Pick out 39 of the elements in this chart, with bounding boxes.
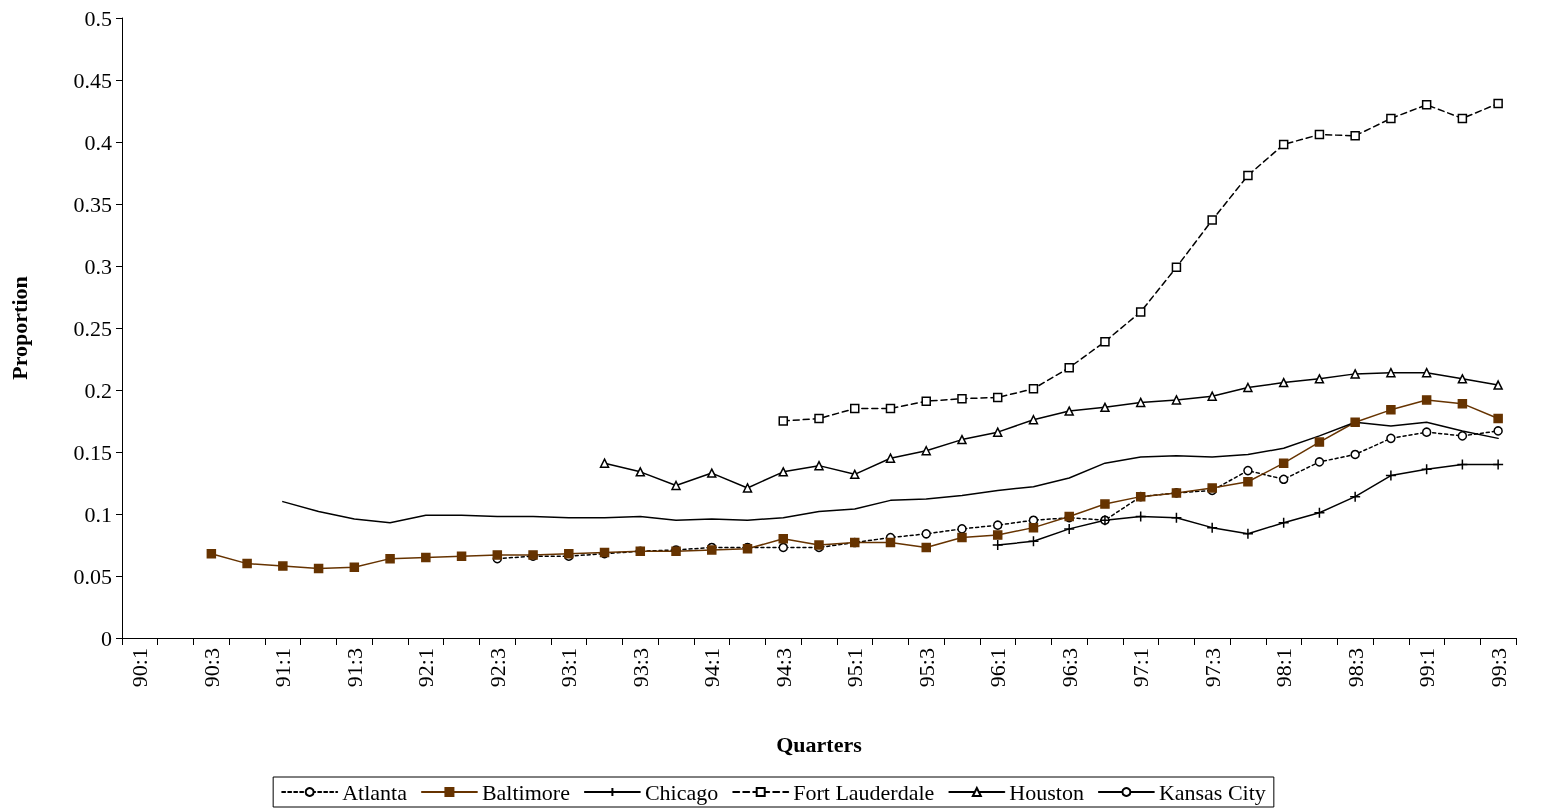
x-tick-label: 96:3: [1056, 648, 1082, 688]
y-tick-label: 0.25: [73, 315, 112, 341]
x-tick-label: 94:3: [770, 648, 796, 688]
y-tick-label: 0.15: [73, 439, 112, 465]
x-tick-label: 93:3: [627, 648, 653, 688]
legend-label: Atlanta: [342, 779, 408, 805]
x-tick-label: 98:1: [1271, 648, 1297, 688]
x-axis-title: Quarters: [776, 731, 863, 757]
x-tick-label: 90:1: [127, 648, 153, 688]
x-tick-label: 92:3: [484, 648, 510, 688]
y-tick-label: 0.3: [84, 253, 112, 279]
x-tick-label: 91:3: [341, 648, 367, 688]
y-tick-label: 0.2: [84, 377, 112, 403]
y-tick-label: 0.5: [84, 5, 112, 31]
x-tick-label: 98:3: [1342, 648, 1368, 688]
y-tick-label: 0.4: [84, 129, 112, 155]
legend-label: Houston: [1009, 779, 1084, 805]
y-axis-title: Proportion: [6, 276, 32, 380]
x-tick-label: 96:1: [985, 648, 1011, 688]
legend-label: Fort Lauderdale: [793, 779, 935, 805]
y-tick-label: 0.1: [84, 501, 112, 527]
x-tick-label: 97:1: [1128, 648, 1154, 688]
y-tick-label: 0.05: [73, 563, 112, 589]
y-tick-label: 0.45: [73, 67, 112, 93]
x-tick-label: 99:3: [1485, 648, 1511, 688]
x-tick-label: 91:1: [270, 648, 296, 688]
y-tick-label: 0: [101, 625, 112, 651]
legend-label: Kansas City: [1158, 779, 1266, 805]
legend-label: Baltimore: [481, 779, 570, 805]
x-tick-label: 90:3: [198, 648, 224, 688]
x-tick-label: 99:1: [1414, 648, 1440, 688]
x-tick-label: 92:1: [413, 648, 439, 688]
x-tick-label: 94:1: [699, 648, 725, 688]
x-tick-label: 93:1: [556, 648, 582, 688]
x-tick-label: 95:3: [913, 648, 939, 688]
legend-label: Chicago: [644, 779, 719, 805]
x-tick-label: 97:3: [1199, 648, 1225, 688]
x-tick-label: 95:1: [842, 648, 868, 688]
y-tick-label: 0.35: [73, 191, 112, 217]
